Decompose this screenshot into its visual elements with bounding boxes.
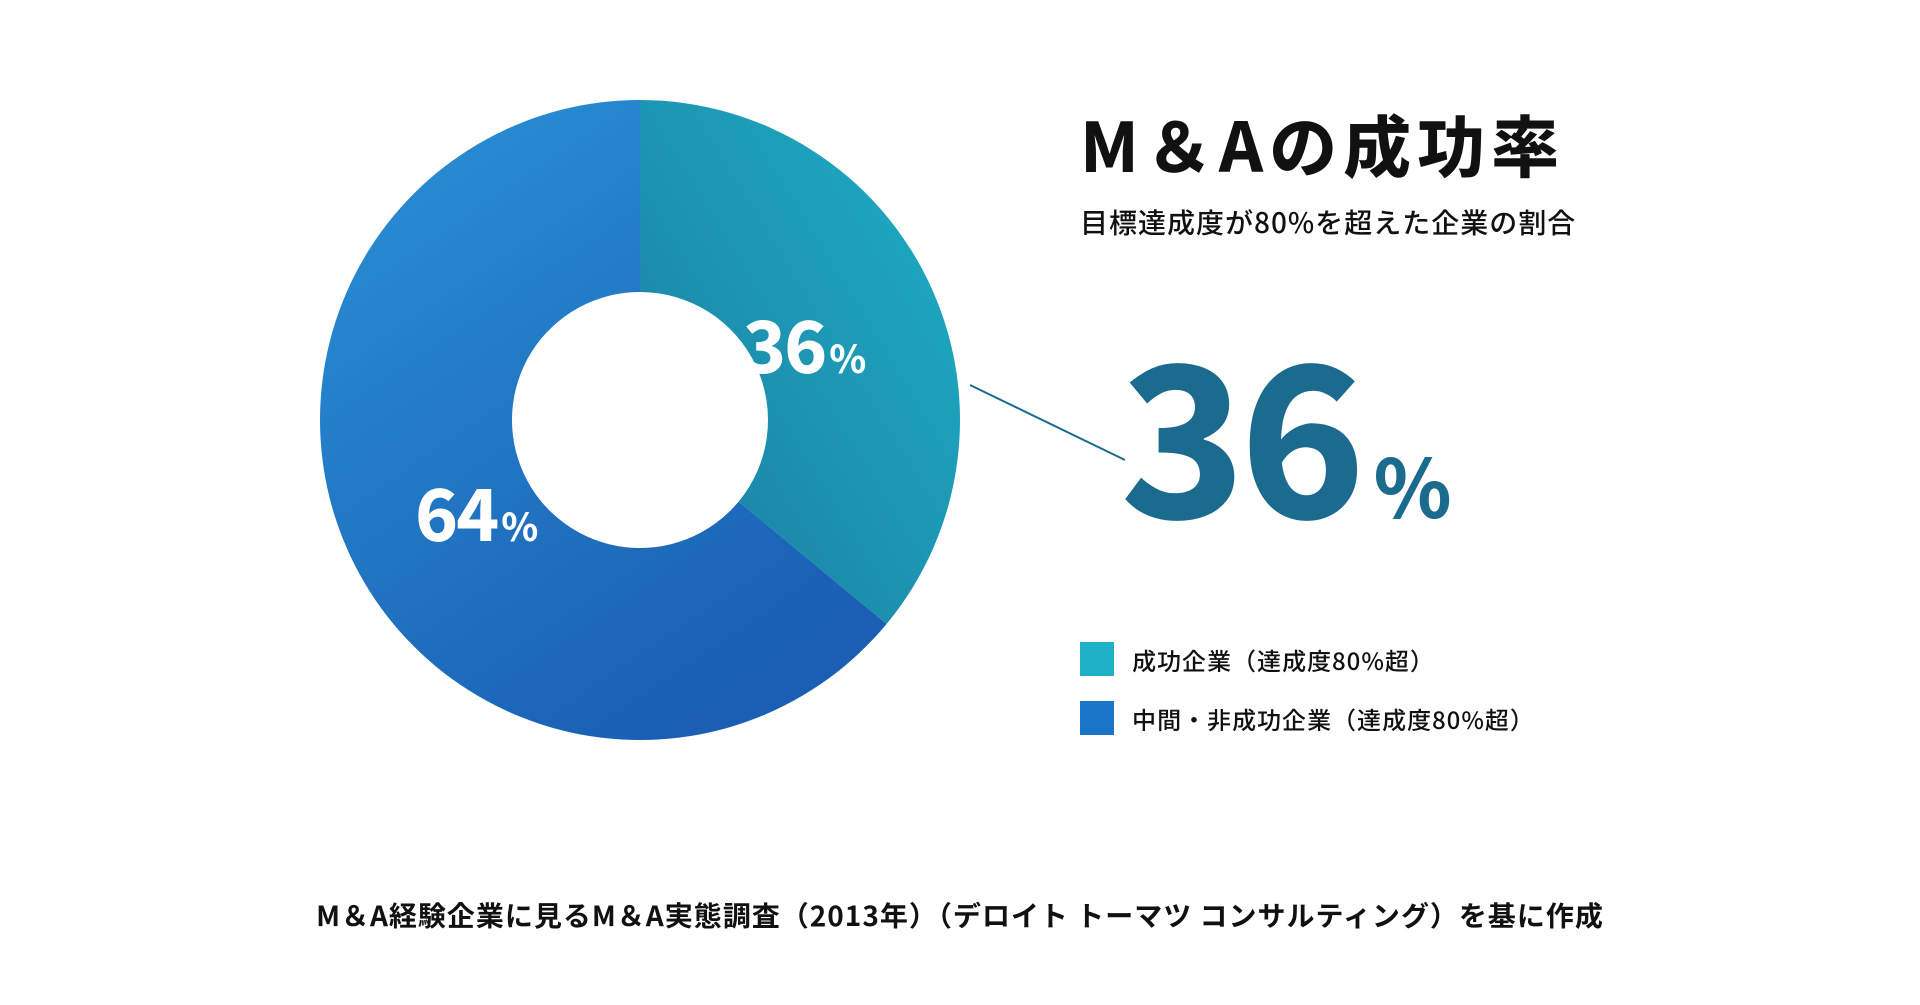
chart-stage: 36 % 64 % M＆Aの成功率 目標達成度が80%を超えた企業の割合 36 … <box>210 30 1710 975</box>
headline-value-pct: % <box>1374 444 1452 524</box>
donut-label-other: 64 % <box>415 474 538 546</box>
donut-label-other-num: 64 <box>415 474 497 546</box>
legend-swatch-success <box>1080 642 1114 676</box>
donut-label-other-pct: % <box>501 506 538 544</box>
legend: 成功企業（達成度80%超） 中間・非成功企業（達成度80%超） <box>1080 642 1730 736</box>
chart-title: M＆Aの成功率 <box>1080 102 1730 184</box>
legend-swatch-other <box>1080 701 1114 735</box>
legend-item-success: 成功企業（達成度80%超） <box>1080 642 1730 677</box>
donut-label-success-num: 36 <box>743 306 825 378</box>
chart-subtitle: 目標達成度が80%を超えた企業の割合 <box>1080 202 1730 242</box>
donut-label-success-pct: % <box>829 338 866 376</box>
footnote: M＆A経験企業に見るM＆A実態調査（2013年）（デロイト トーマツ コンサルテ… <box>210 895 1710 935</box>
headline-value-num: 36 <box>1120 322 1360 532</box>
right-panel: M＆Aの成功率 目標達成度が80%を超えた企業の割合 36 % 成功企業（達成度… <box>1080 102 1730 736</box>
headline-value: 36 % <box>1120 322 1730 532</box>
donut-label-success: 36 % <box>743 306 866 378</box>
donut-chart: 36 % 64 % <box>310 90 970 750</box>
legend-label-other: 中間・非成功企業（達成度80%超） <box>1132 701 1535 736</box>
legend-label-success: 成功企業（達成度80%超） <box>1132 642 1435 677</box>
legend-item-other: 中間・非成功企業（達成度80%超） <box>1080 701 1730 736</box>
donut-svg <box>310 90 970 750</box>
